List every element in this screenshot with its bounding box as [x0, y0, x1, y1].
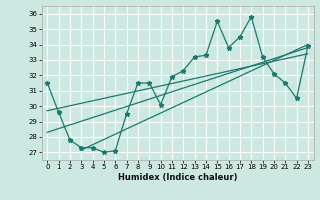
- X-axis label: Humidex (Indice chaleur): Humidex (Indice chaleur): [118, 173, 237, 182]
